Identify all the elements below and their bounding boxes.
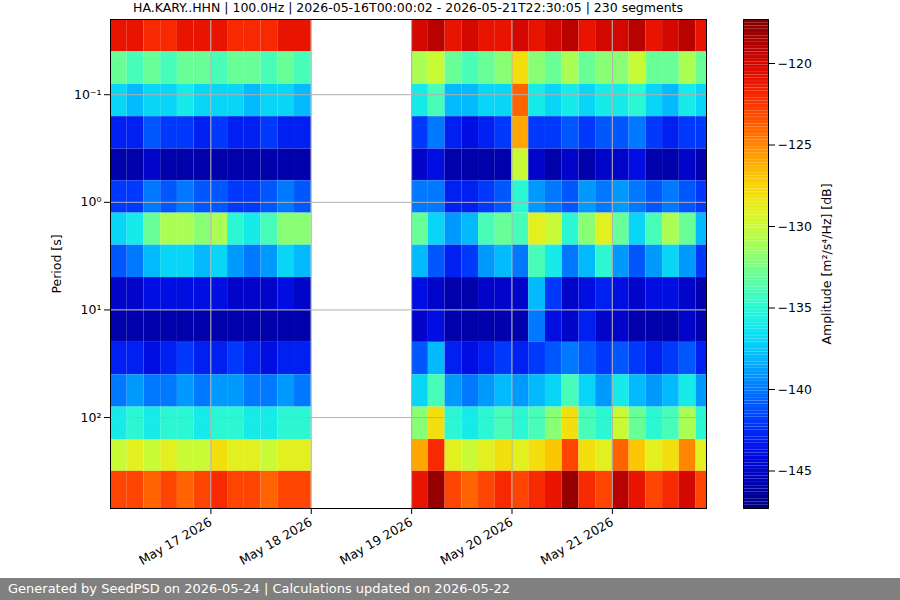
html-text:Generated by SeedPSD on 2026-0: Generated by SeedPSD on 2026-05-24 | Cal… (8, 581, 510, 596)
svg-text:May 18 2026: May 18 2026 (237, 514, 315, 568)
svg-text:Amplitude [m²/s⁴/Hz] [dB]: Amplitude [m²/s⁴/Hz] [dB] (819, 183, 834, 344)
svg-text:−140: −140 (778, 382, 812, 397)
svg-text:10²: 10² (81, 410, 102, 425)
svg-text:10⁰: 10⁰ (81, 194, 102, 209)
svg-text:May 21 2026: May 21 2026 (538, 514, 616, 568)
svg-text:Period [s]: Period [s] (49, 234, 64, 293)
svg-text:−130: −130 (778, 219, 812, 234)
html-text:HA.KARY..HHN | 100.0Hz | 2026-: HA.KARY..HHN | 100.0Hz | 2026-05-16T00:0… (133, 0, 683, 15)
svg-text:May 19 2026: May 19 2026 (337, 514, 415, 568)
svg-text:−135: −135 (778, 300, 812, 315)
svg-text:May 20 2026: May 20 2026 (437, 514, 515, 568)
svg-text:−145: −145 (778, 463, 812, 478)
svg-text:−120: −120 (778, 56, 812, 71)
svg-text:−125: −125 (778, 137, 812, 152)
svg-text:10¹: 10¹ (81, 302, 102, 317)
svg-text:May 17 2026: May 17 2026 (136, 514, 214, 568)
svg-text:10⁻¹: 10⁻¹ (74, 87, 102, 102)
